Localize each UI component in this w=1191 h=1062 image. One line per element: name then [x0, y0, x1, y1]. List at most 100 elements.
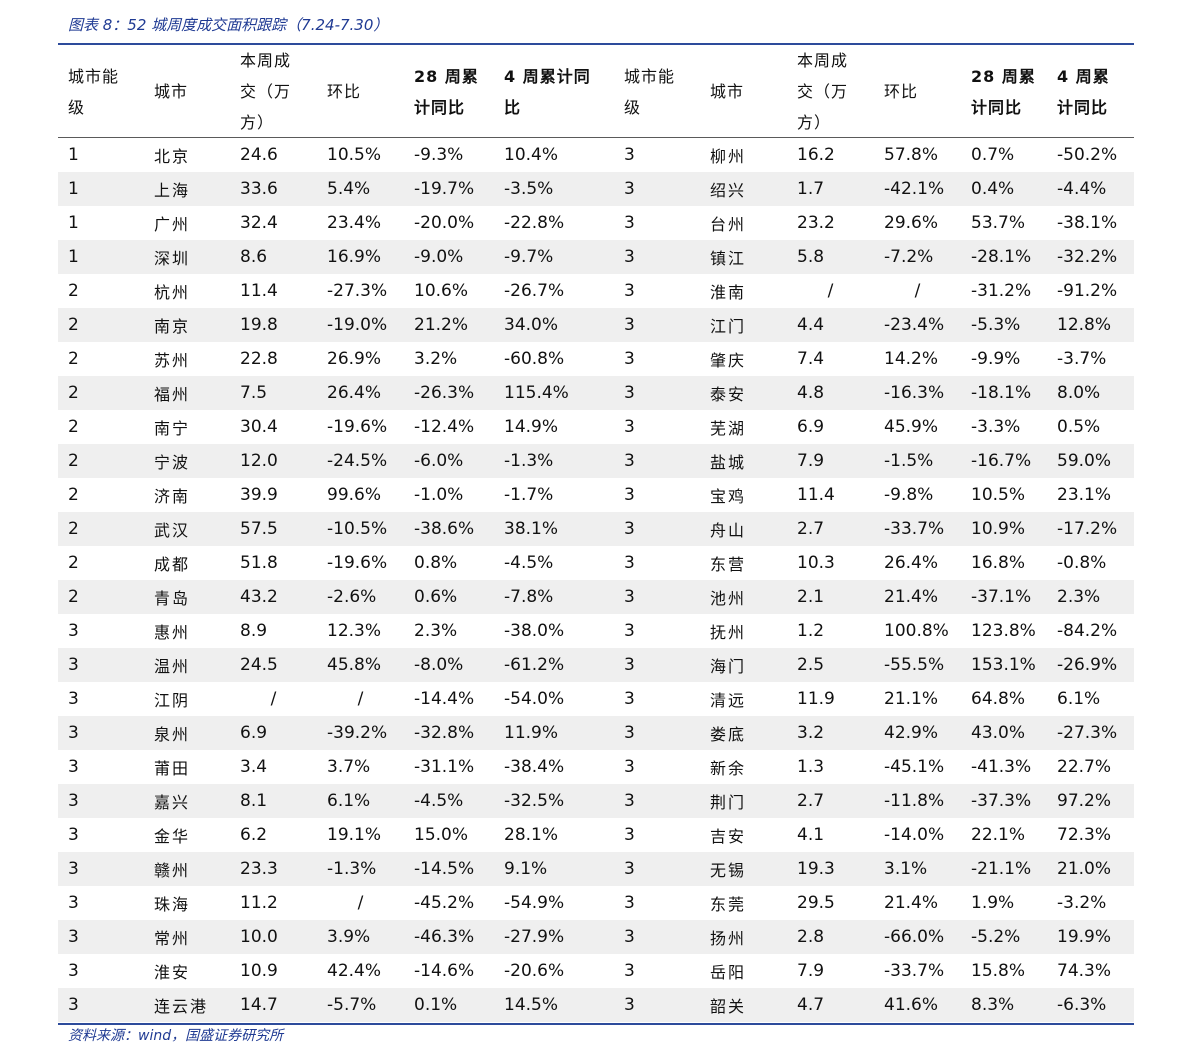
- header-weekly-volume-right: 本周成 交（万 方）: [797, 51, 849, 133]
- cell-city-right: 泰安: [710, 385, 747, 404]
- cell-volume: 12.0: [240, 451, 278, 471]
- cell-tier-right: 3: [624, 417, 635, 437]
- cell-tier: 2: [68, 553, 79, 573]
- bottom-rule: [58, 1023, 1134, 1025]
- cell-wow-right: 29.6%: [884, 213, 939, 233]
- cell-wow-right: 42.9%: [884, 723, 939, 743]
- cell-wow: 5.4%: [327, 179, 371, 199]
- cell-tier-right: 3: [624, 791, 635, 811]
- table-row: 3 莆田 3.4 3.7% -31.1% -38.4% 3 新余 1.3 -45.1% -41.3%…: [58, 750, 1134, 784]
- cell-4w-yoy-right: -91.2%: [1057, 281, 1118, 301]
- cell-tier: 2: [68, 383, 79, 403]
- cell-city-right: 池州: [710, 589, 747, 608]
- cell-28w-yoy: 0.8%: [414, 553, 458, 573]
- cell-4w-yoy: -27.9%: [504, 927, 565, 947]
- cell-4w-yoy: 38.1%: [504, 519, 559, 539]
- cell-wow: 6.1%: [327, 791, 371, 811]
- cell-28w-yoy-right: 43.0%: [971, 723, 1026, 743]
- cell-city-right: 扬州: [710, 929, 747, 948]
- cell-4w-yoy-right: -4.4%: [1057, 179, 1107, 199]
- cell-4w-yoy-right: 12.8%: [1057, 315, 1112, 335]
- cell-volume: 6.9: [240, 723, 268, 743]
- cell-4w-yoy: -4.5%: [504, 553, 554, 573]
- cell-volume: 10.9: [240, 961, 278, 981]
- cell-28w-yoy: -32.8%: [414, 723, 475, 743]
- cell-city-right: 淮南: [710, 283, 747, 302]
- cell-tier: 2: [68, 315, 79, 335]
- cell-wow: 26.4%: [327, 383, 382, 403]
- header-4w-yoy: 4 周累计同 比: [504, 66, 591, 117]
- cell-city: 成都: [154, 555, 191, 574]
- cell-4w-yoy-right: 74.3%: [1057, 961, 1112, 981]
- cell-wow: -10.5%: [327, 519, 388, 539]
- cell-4w-yoy-right: 6.1%: [1057, 689, 1101, 709]
- cell-city-right: 江门: [710, 317, 747, 336]
- cell-city: 宁波: [154, 453, 191, 472]
- cell-4w-yoy-right: 72.3%: [1057, 825, 1112, 845]
- cell-city-right: 东营: [710, 555, 747, 574]
- table-row: 1 北京 24.6 10.5% -9.3% 10.4% 3 柳州 16.2 57.8% 0.7% -5…: [58, 138, 1134, 172]
- cell-volume: 24.6: [240, 145, 278, 165]
- cell-28w-yoy: -1.0%: [414, 485, 464, 505]
- cell-volume: 8.1: [240, 791, 268, 811]
- cell-28w-yoy-right: 0.4%: [971, 179, 1015, 199]
- header-28w-yoy: 28 周累 计同比: [414, 66, 479, 117]
- cell-volume-right: 19.3: [797, 859, 835, 879]
- cell-4w-yoy-right: -38.1%: [1057, 213, 1118, 233]
- cell-volume: 8.6: [240, 247, 268, 267]
- table-row: 2 南京 19.8 -19.0% 21.2% 34.0% 3 江门 4.4 -23.4% -5.3%…: [58, 308, 1134, 342]
- cell-volume-right: 2.1: [797, 587, 825, 607]
- table-row: 2 杭州 11.4 -27.3% 10.6% -26.7% 3 淮南 / / -31.2% -91.2…: [58, 274, 1134, 308]
- header-city-right: 城市: [710, 82, 745, 102]
- cell-4w-yoy-right: 8.0%: [1057, 383, 1101, 403]
- cell-city-right: 舟山: [710, 521, 747, 540]
- cell-wow-right: /: [914, 281, 921, 301]
- cell-4w-yoy: 115.4%: [504, 383, 569, 403]
- table-row: 1 深圳 8.6 16.9% -9.0% -9.7% 3 镇江 5.8 -7.2% -28.1% -3…: [58, 240, 1134, 274]
- table-header: 城市能 级 城市 本周成 交（万 方） 环比 28 周累 计同比 4 周累计同 …: [58, 45, 1134, 137]
- cell-volume: 19.8: [240, 315, 278, 335]
- cell-city: 金华: [154, 827, 191, 846]
- cell-28w-yoy-right: -37.1%: [971, 587, 1032, 607]
- cell-volume-right: 2.7: [797, 519, 825, 539]
- table-row: 3 嘉兴 8.1 6.1% -4.5% -32.5% 3 荆门 2.7 -11.8% -37.3% 9…: [58, 784, 1134, 818]
- cell-4w-yoy-right: -3.2%: [1057, 893, 1107, 913]
- cell-volume-right: 29.5: [797, 893, 835, 913]
- cell-city-right: 新余: [710, 759, 747, 778]
- table-row: 2 南宁 30.4 -19.6% -12.4% 14.9% 3 芜湖 6.9 45.9% -3.3%…: [58, 410, 1134, 444]
- cell-4w-yoy: -1.3%: [504, 451, 554, 471]
- cell-tier-right: 3: [624, 621, 635, 641]
- cell-28w-yoy-right: -31.2%: [971, 281, 1032, 301]
- table-row: 3 淮安 10.9 42.4% -14.6% -20.6% 3 岳阳 7.9 -33.7% 15.8…: [58, 954, 1134, 988]
- cell-wow: 3.7%: [327, 757, 371, 777]
- cell-volume: 3.4: [240, 757, 268, 777]
- cell-volume: 14.7: [240, 995, 278, 1015]
- cell-28w-yoy-right: 10.5%: [971, 485, 1026, 505]
- cell-city: 苏州: [154, 351, 191, 370]
- cell-volume: 8.9: [240, 621, 268, 641]
- cell-tier-right: 3: [624, 553, 635, 573]
- cell-wow: /: [357, 689, 364, 709]
- cell-tier-right: 3: [624, 247, 635, 267]
- header-4w-yoy-right: 4 周累 计同比: [1057, 66, 1110, 117]
- cell-city: 青岛: [154, 589, 191, 608]
- header-28w-yoy-right: 28 周累 计同比: [971, 66, 1036, 117]
- cell-4w-yoy-right: 22.7%: [1057, 757, 1112, 777]
- cell-volume-right: /: [827, 281, 834, 301]
- header-city: 城市: [154, 82, 189, 102]
- cell-wow: 45.8%: [327, 655, 382, 675]
- table-row: 3 连云港 14.7 -5.7% 0.1% 14.5% 3 韶关 4.7 41.6% 8.3% -6.…: [58, 988, 1134, 1022]
- cell-wow: 3.9%: [327, 927, 371, 947]
- cell-volume-right: 16.2: [797, 145, 835, 165]
- cell-28w-yoy: -14.4%: [414, 689, 475, 709]
- cell-28w-yoy: -31.1%: [414, 757, 475, 777]
- cell-tier-right: 3: [624, 825, 635, 845]
- cell-city-right: 娄底: [710, 725, 747, 744]
- cell-city: 广州: [154, 215, 191, 234]
- cell-tier: 3: [68, 961, 79, 981]
- cell-volume-right: 7.9: [797, 451, 825, 471]
- table-row: 3 常州 10.0 3.9% -46.3% -27.9% 3 扬州 2.8 -66.0% -5.2%…: [58, 920, 1134, 954]
- cell-wow-right: -9.8%: [884, 485, 934, 505]
- cell-city: 江阴: [154, 691, 191, 710]
- cell-wow-right: -66.0%: [884, 927, 945, 947]
